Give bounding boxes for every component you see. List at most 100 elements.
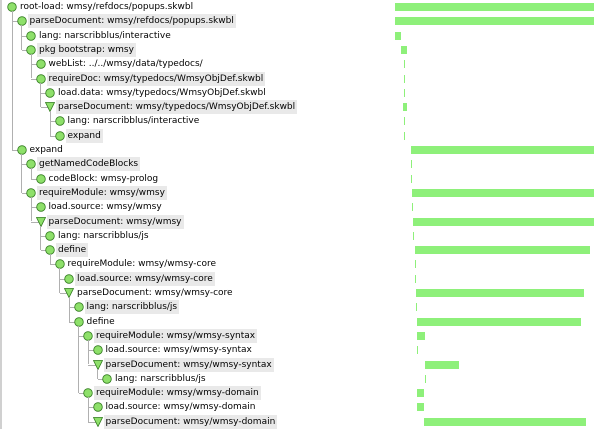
node-circle-icon[interactable]: [92, 345, 103, 355]
tree-row[interactable]: load.source: wmsy/wmsy: [0, 200, 600, 214]
tree-row[interactable]: requireModule: wmsy/wmsy: [0, 185, 600, 200]
timing-bar: [425, 374, 427, 383]
timing-bar: [403, 103, 408, 112]
tree-node-label[interactable]: parseDocument: wmsy/typedocs/WmsyObjDef.…: [56, 100, 298, 115]
node-circle-icon[interactable]: [54, 130, 65, 141]
tree-guide-line: [11, 11, 13, 150]
tree-connector: [31, 178, 39, 180]
tree-node-label[interactable]: lang: narscribblus/js: [58, 230, 149, 241]
tree-node-label[interactable]: load.source: wmsy/wmsy-domain: [105, 402, 256, 413]
tree-row[interactable]: load.data: wmsy/typedocs/WmsyObjDef.skwb…: [0, 86, 600, 100]
tree-row[interactable]: lang: narscribblus/js: [0, 229, 600, 243]
tree-node-label[interactable]: lang: narscribblus/interactive: [39, 30, 171, 41]
tree-node-label[interactable]: getNamedCodeBlocks: [37, 157, 141, 172]
expanded-node-triangle-icon[interactable]: [64, 288, 74, 298]
tree-node-label[interactable]: load.data: wmsy/typedocs/WmsyObjDef.skwb…: [58, 87, 266, 98]
tree-node-label[interactable]: expand: [65, 128, 103, 143]
node-circle-icon[interactable]: [35, 59, 46, 69]
tree-row[interactable]: root-load: wmsy/refdocs/popups.skwbl: [0, 0, 600, 14]
tree-connector: [50, 264, 58, 266]
node-circle-icon[interactable]: [54, 116, 65, 127]
node-circle-icon[interactable]: [73, 302, 84, 312]
tree-node-label[interactable]: load.source: wmsy/wmsy: [48, 202, 162, 213]
tree-row[interactable]: load.source: wmsy/wmsy-core: [0, 271, 600, 286]
tree-connector: [50, 121, 58, 123]
tree-node-label[interactable]: lang: narscribblus/interactive: [67, 116, 200, 127]
tree-row[interactable]: parseDocument: wmsy/refdocs/popups.skwbl: [0, 14, 600, 29]
tree-row[interactable]: define: [0, 315, 600, 329]
node-circle-icon[interactable]: [64, 273, 74, 284]
tree-node-label[interactable]: requireModule: wmsy/wmsy-domain: [94, 386, 261, 401]
tree-guide-line: [78, 325, 79, 394]
tree-connector: [40, 250, 48, 252]
tree-node-label[interactable]: codeBlock: wmsy-prolog: [48, 173, 159, 184]
tree-row[interactable]: lang: narscribblus/interactive: [0, 114, 600, 128]
timing-bar: [404, 117, 406, 126]
tree-guide-line: [21, 154, 22, 193]
tree-node-label[interactable]: requireDoc: wmsy/typedocs/WmsyObjDef.skw…: [46, 71, 266, 86]
tree-node-label[interactable]: requireModule: wmsy/wmsy-core: [67, 259, 217, 270]
tree-node-label[interactable]: parseDocument: wmsy/wmsy-core: [77, 288, 233, 298]
tree-row[interactable]: webList: ../../wmsy/data/typedocs/: [0, 57, 600, 71]
timing-bar: [412, 188, 594, 197]
node-circle-icon[interactable]: [45, 88, 55, 98]
tree-node-label[interactable]: load.source: wmsy/wmsy-syntax: [105, 345, 252, 356]
expanded-node-triangle-icon[interactable]: [92, 416, 103, 427]
tree-connector: [40, 107, 48, 109]
node-circle-icon[interactable]: [45, 231, 55, 241]
tree-row[interactable]: codeBlock: wmsy-prolog: [0, 172, 600, 186]
tree-node-label[interactable]: parseDocument: wmsy/refdocs/popups.skwbl: [27, 14, 236, 29]
tree-node-label[interactable]: expand: [29, 145, 63, 155]
scroll-track[interactable]: [0, 0, 2, 429]
tree-node-label[interactable]: parseDocument: wmsy/wmsy-domain: [103, 414, 278, 429]
tree-row[interactable]: parseDocument: wmsy/wmsy: [0, 214, 600, 229]
tree-row[interactable]: getNamedCodeBlocks: [0, 157, 600, 172]
node-circle-icon[interactable]: [35, 173, 46, 184]
tree-connector: [40, 92, 48, 94]
timing-bar: [415, 246, 590, 255]
node-circle-icon[interactable]: [102, 374, 112, 384]
tree-row[interactable]: parseDocument: wmsy/wmsy-domain: [0, 414, 600, 429]
tree-guide-line: [49, 254, 51, 265]
tree-row[interactable]: load.source: wmsy/wmsy-domain: [0, 400, 600, 414]
tree-node-label[interactable]: parseDocument: wmsy/wmsy: [46, 214, 184, 229]
tree-row[interactable]: requireModule: wmsy/wmsy-syntax: [0, 328, 600, 343]
tree-row[interactable]: lang: narscribblus/js: [0, 372, 600, 386]
node-circle-icon[interactable]: [92, 402, 103, 413]
tree-node-label[interactable]: webList: ../../wmsy/data/typedocs/: [48, 59, 203, 70]
tree-row[interactable]: requireModule: wmsy/wmsy-core: [0, 257, 600, 271]
tree-node-label[interactable]: load.source: wmsy/wmsy-core: [75, 271, 215, 286]
tree-row[interactable]: requireDoc: wmsy/typedocs/WmsyObjDef.skw…: [0, 71, 600, 86]
tree-row[interactable]: parseDocument: wmsy/wmsy-core: [0, 286, 600, 300]
expanded-node-triangle-icon[interactable]: [92, 359, 103, 370]
tree-row[interactable]: expand: [0, 128, 600, 143]
tree-row[interactable]: requireModule: wmsy/wmsy-domain: [0, 386, 600, 401]
tree-node-label[interactable]: define: [86, 316, 115, 327]
tree-node-label[interactable]: parseDocument: wmsy/wmsy-syntax: [103, 357, 274, 372]
tree-row[interactable]: load.source: wmsy/wmsy-syntax: [0, 343, 600, 357]
node-circle-icon[interactable]: [26, 30, 36, 41]
tree-connector: [88, 350, 96, 352]
tree-node-label[interactable]: requireModule: wmsy/wmsy: [37, 185, 167, 200]
tree-node-label[interactable]: lang: narscribblus/js: [115, 373, 206, 384]
timing-bar: [417, 331, 426, 340]
tree-row[interactable]: parseDocument: wmsy/typedocs/WmsyObjDef.…: [0, 100, 600, 115]
expanded-node-triangle-icon[interactable]: [35, 216, 46, 227]
tree-node-label[interactable]: root-load: wmsy/refdocs/popups.skwbl: [20, 2, 194, 12]
timing-bar: [413, 231, 415, 240]
tree-row[interactable]: pkg bootstrap: wmsy: [0, 42, 600, 57]
tree-node-label[interactable]: pkg bootstrap: wmsy: [37, 42, 136, 57]
tree-node-label[interactable]: requireModule: wmsy/wmsy-syntax: [94, 328, 258, 343]
tree-row[interactable]: lang: narscribblus/js: [0, 300, 600, 315]
tree-row[interactable]: expand: [0, 143, 600, 157]
tree-connector: [50, 135, 58, 137]
expanded-node-triangle-icon[interactable]: [45, 102, 55, 113]
tree-row[interactable]: parseDocument: wmsy/wmsy-syntax: [0, 357, 600, 372]
tree-connector: [88, 407, 96, 409]
tree-node-label[interactable]: define: [56, 243, 89, 258]
tree-row[interactable]: define: [0, 243, 600, 258]
node-circle-icon[interactable]: [35, 202, 46, 212]
tree-row[interactable]: lang: narscribblus/interactive: [0, 29, 600, 43]
tree-node-label[interactable]: lang: narscribblus/js: [84, 300, 180, 315]
